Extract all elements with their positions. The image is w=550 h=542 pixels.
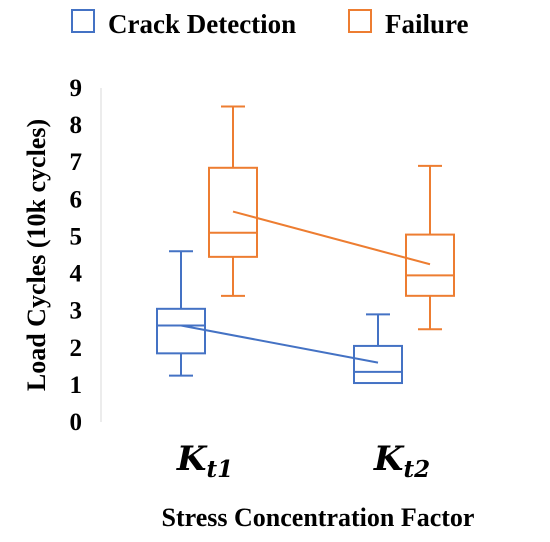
box-1 [156,250,206,377]
series-crack-detection [156,250,403,385]
category-main: K [176,439,208,479]
category-label-1: Kt1 [176,439,233,483]
iqr-box [353,344,403,385]
x-axis-categories: Kt1 Kt2 [176,439,430,483]
legend: Crack Detection Failure [71,9,469,39]
y-tick-label: 7 [70,149,83,176]
legend-swatch-failure [348,9,372,33]
y-tick-label: 6 [70,186,83,213]
mean-connector-line [232,210,431,266]
y-tick-label: 3 [70,298,83,325]
iqr-box [156,307,206,355]
series-failure [208,105,455,331]
box-2 [405,164,455,331]
category-label-2: Kt2 [373,439,430,483]
box-2 [353,313,403,385]
y-tick-label: 2 [70,335,83,362]
y-tick-label: 4 [70,261,83,288]
category-subscript: t2 [403,456,430,483]
x-axis-title: Stress Concentration Factor [162,503,475,532]
category-subscript: t1 [206,456,233,483]
y-axis-ticks: 0 1 2 3 4 5 6 7 8 9 [70,75,83,436]
legend-label-crack-detection: Crack Detection [108,9,296,39]
y-axis-title: Load Cycles (10k cycles) [22,119,51,391]
y-tick-label: 9 [70,75,83,102]
iqr-box [405,233,455,297]
mean-connector-line [180,324,379,364]
category-main: K [373,439,405,479]
box-1 [208,105,258,297]
y-tick-label: 5 [70,223,83,250]
legend-label-failure: Failure [385,9,469,39]
box-plot-series [156,105,455,385]
legend-swatch-crack-detection [71,9,95,33]
y-tick-label: 0 [70,409,83,436]
y-tick-label: 1 [70,372,83,399]
y-tick-label: 8 [70,112,83,139]
